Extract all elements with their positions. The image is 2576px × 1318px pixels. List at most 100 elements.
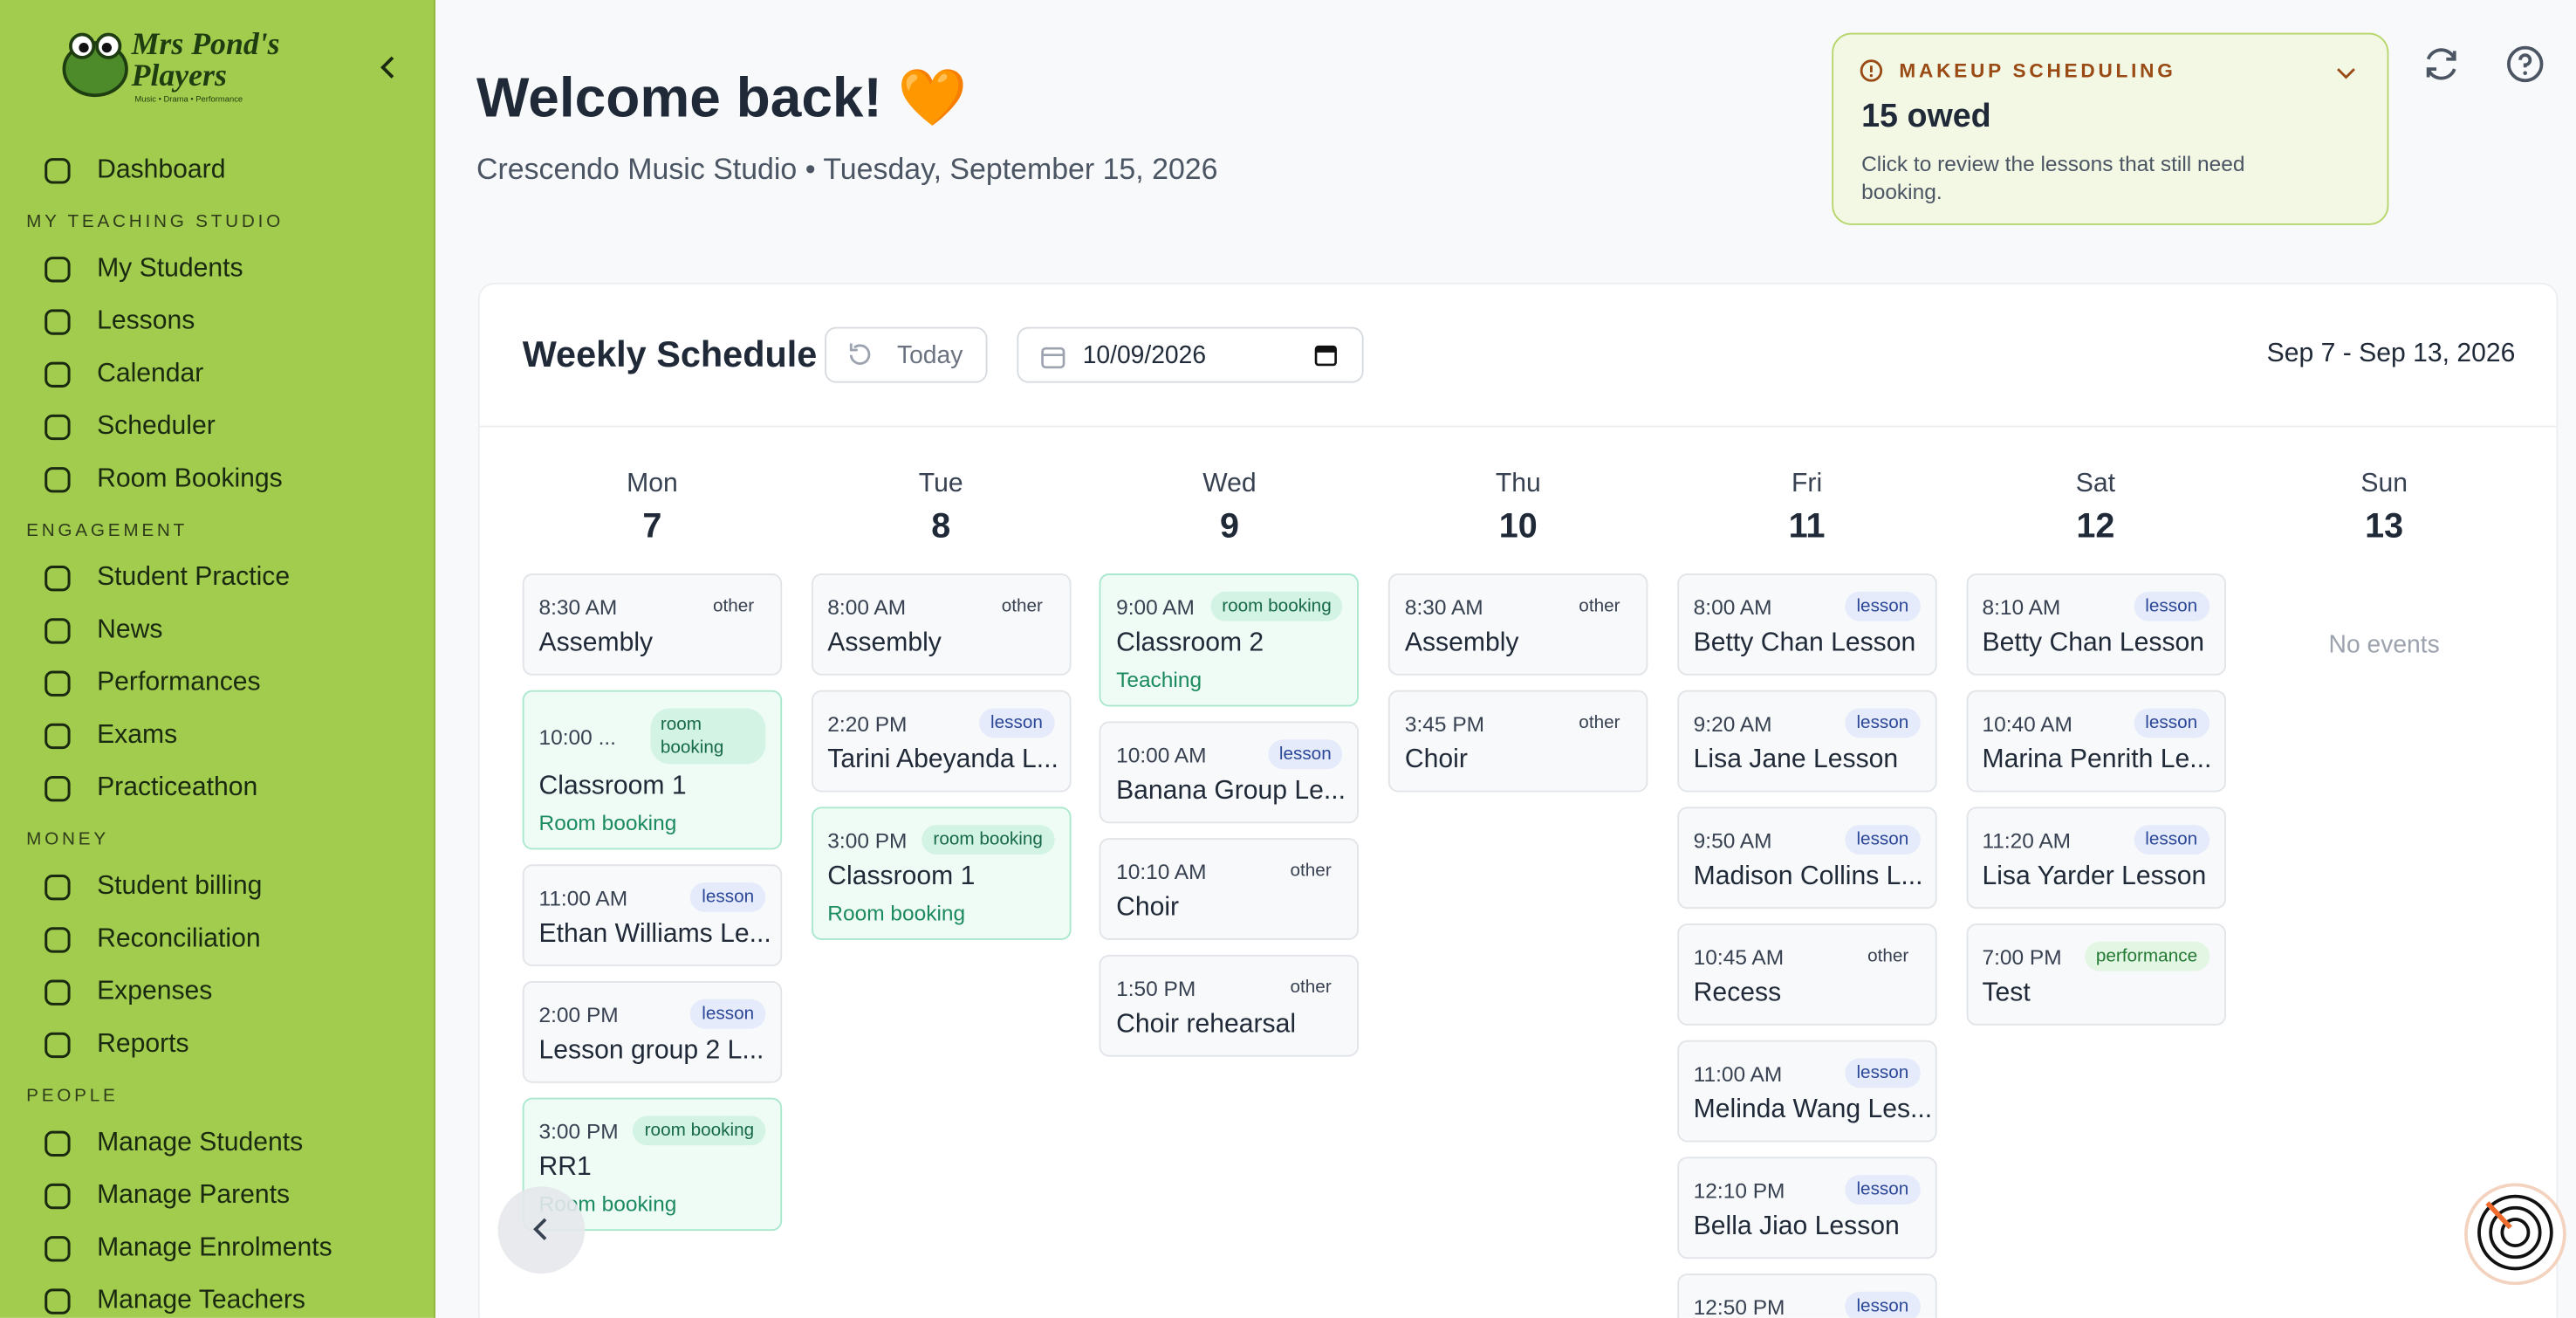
event-card[interactable]: 9:00 AM room booking Classroom 2 Teaching: [1100, 573, 1360, 707]
alert-icon: [1860, 59, 1883, 82]
event-time: 11:20 AM: [1982, 827, 2072, 854]
nav-item[interactable]: Dashboard: [97, 155, 226, 184]
event-time: 9:20 AM: [1693, 711, 1772, 737]
nav-item[interactable]: News: [97, 616, 163, 645]
nav-icon: [43, 465, 72, 495]
makeup-card[interactable]: MAKEUP SCHEDULING 15 owed Click to revie…: [1832, 32, 2389, 225]
event-title: Choir rehearsal: [1116, 1010, 1297, 1039]
event-tag: lesson: [1845, 708, 1921, 738]
event-card[interactable]: 10:40 AM lesson Marina Penrith Le...: [1965, 690, 2226, 793]
nav-icon: [43, 1234, 72, 1264]
event-card[interactable]: 10:10 AM other Choir: [1100, 838, 1360, 940]
event-card[interactable]: 12:50 PM lesson: [1676, 1273, 1937, 1318]
event-card[interactable]: 9:20 AM lesson Lisa Jane Lesson: [1676, 690, 1937, 793]
event-title: Choir: [1116, 894, 1180, 923]
event-title: Classroom 2: [1116, 629, 1264, 658]
event-tag: lesson: [1845, 591, 1921, 621]
event-tag: lesson: [690, 999, 766, 1029]
nav-item[interactable]: Reports: [97, 1030, 189, 1059]
event-time: 9:50 AM: [1693, 827, 1772, 854]
event-title: Assembly: [1404, 629, 1519, 658]
event-card[interactable]: 2:20 PM lesson Tarini Abeyanda L...: [811, 690, 1071, 793]
nav-item[interactable]: Reconciliation: [97, 924, 261, 953]
event-card[interactable]: 11:20 AM lesson Lisa Yarder Lesson: [1965, 807, 2226, 910]
logo-title: Mrs Pond's Players: [131, 28, 280, 94]
event-title: Lisa Jane Lesson: [1693, 745, 1899, 774]
event-time: 8:30 AM: [1404, 594, 1483, 620]
nav-item[interactable]: Calendar: [97, 360, 204, 388]
event-card[interactable]: 10:00 ... room booking Classroom 1 Room boo…: [522, 690, 783, 850]
event-card[interactable]: 10:00 AM lesson Banana Group Le...: [1100, 721, 1360, 824]
event-time: 10:45 AM: [1693, 944, 1785, 970]
today-button[interactable]: Today: [825, 326, 988, 383]
nav-item[interactable]: Manage Teachers: [97, 1287, 306, 1315]
nav-icon: [43, 925, 72, 955]
nav-item[interactable]: Room Bookings: [97, 464, 283, 493]
event-tag: lesson: [1845, 825, 1921, 855]
scroll-back-button[interactable]: [497, 1186, 586, 1274]
nav-item[interactable]: Expenses: [97, 978, 213, 1006]
refresh-button[interactable]: [2422, 45, 2461, 84]
nav-item[interactable]: Lessons: [97, 307, 195, 336]
event-time: 11:00 AM: [1693, 1061, 1783, 1087]
nav-item[interactable]: Manage Enrolments: [97, 1233, 332, 1262]
event-card[interactable]: 9:50 AM lesson Madison Collins L...: [1676, 807, 1937, 910]
nav-item[interactable]: Manage Parents: [97, 1181, 291, 1210]
assistant-button[interactable]: [2464, 1183, 2566, 1286]
event-tag: room booking: [650, 708, 766, 765]
event-time: 2:00 PM: [538, 1002, 619, 1027]
help-button[interactable]: [2505, 45, 2545, 84]
event-card[interactable]: 12:10 PM lesson Bella Jiao Lesson: [1676, 1157, 1937, 1260]
event-title: Assembly: [538, 629, 654, 658]
event-card[interactable]: 8:00 AM lesson Betty Chan Lesson: [1676, 573, 1937, 676]
chevron-left: [533, 1218, 547, 1240]
event-card[interactable]: 8:10 AM lesson Betty Chan Lesson: [1965, 573, 2226, 676]
event-title: Choir: [1404, 745, 1468, 774]
nav-item[interactable]: Performances: [97, 669, 261, 697]
nav-icon: [43, 774, 72, 804]
event-card[interactable]: 8:30 AM other Assembly: [1388, 573, 1648, 676]
event-card[interactable]: 3:00 PM room booking Classroom 1 Room booki…: [811, 807, 1071, 940]
event-card[interactable]: 10:45 AM other Recess: [1676, 923, 1937, 1026]
nav-item[interactable]: Scheduler: [97, 412, 216, 441]
makeup-label: MAKEUP SCHEDULING: [1899, 58, 2176, 83]
logo-frog: [62, 32, 128, 98]
nav-item[interactable]: My Students: [97, 254, 243, 283]
event-card[interactable]: 11:00 AM lesson Ethan Williams Le...: [522, 864, 783, 967]
event-card[interactable]: 1:50 PM other Choir rehearsal: [1100, 954, 1360, 1057]
nav-item[interactable]: Manage Students: [97, 1129, 304, 1157]
event-card[interactable]: 8:00 AM other Assembly: [811, 573, 1071, 676]
collapse-button[interactable]: [374, 54, 401, 80]
nav-section: ENGAGEMENT: [26, 520, 188, 541]
event-card[interactable]: 3:45 PM other Choir: [1388, 690, 1648, 793]
schedule-card: Weekly Schedule Today 10/09/2026 Sep 7 -…: [477, 282, 2559, 1318]
nav-item[interactable]: Student Practice: [97, 563, 291, 592]
nav-item[interactable]: Student billing: [97, 872, 263, 901]
date-input[interactable]: 10/09/2026: [1017, 326, 1364, 383]
date-picker-icon[interactable]: [1314, 343, 1337, 367]
nav-icon: [43, 1030, 72, 1060]
event-time: 8:00 AM: [827, 594, 907, 620]
event-time: 8:00 AM: [1693, 594, 1772, 620]
day-name: Mon: [627, 470, 678, 498]
event-card[interactable]: 8:30 AM other Assembly: [522, 573, 783, 676]
event-title: Betty Chan Lesson: [1982, 629, 2205, 658]
event-title: Madison Collins L...: [1693, 862, 1923, 891]
event-time: 12:10 PM: [1693, 1177, 1785, 1204]
nav-item[interactable]: Practiceathon: [97, 773, 258, 802]
event-title: Bella Jiao Lesson: [1693, 1212, 1900, 1241]
event-card[interactable]: 11:00 AM lesson Melinda Wang Les...: [1676, 1040, 1937, 1143]
schedule-title: Weekly Schedule: [522, 333, 818, 375]
nav-item[interactable]: Exams: [97, 721, 178, 750]
event-tag: lesson: [1267, 739, 1343, 770]
day-number: 11: [1788, 507, 1826, 546]
day-name: Sat: [2075, 470, 2115, 498]
event-card[interactable]: 2:00 PM lesson Lesson group 2 L...: [522, 980, 783, 1083]
event-time: 9:00 AM: [1116, 594, 1195, 620]
nav-icon: [43, 669, 72, 698]
event-tag: other: [1290, 861, 1332, 882]
event-card[interactable]: 7:00 PM performance Test: [1965, 923, 2226, 1026]
event-subtitle: Room booking: [538, 810, 677, 835]
event-title: Melinda Wang Les...: [1693, 1095, 1933, 1124]
